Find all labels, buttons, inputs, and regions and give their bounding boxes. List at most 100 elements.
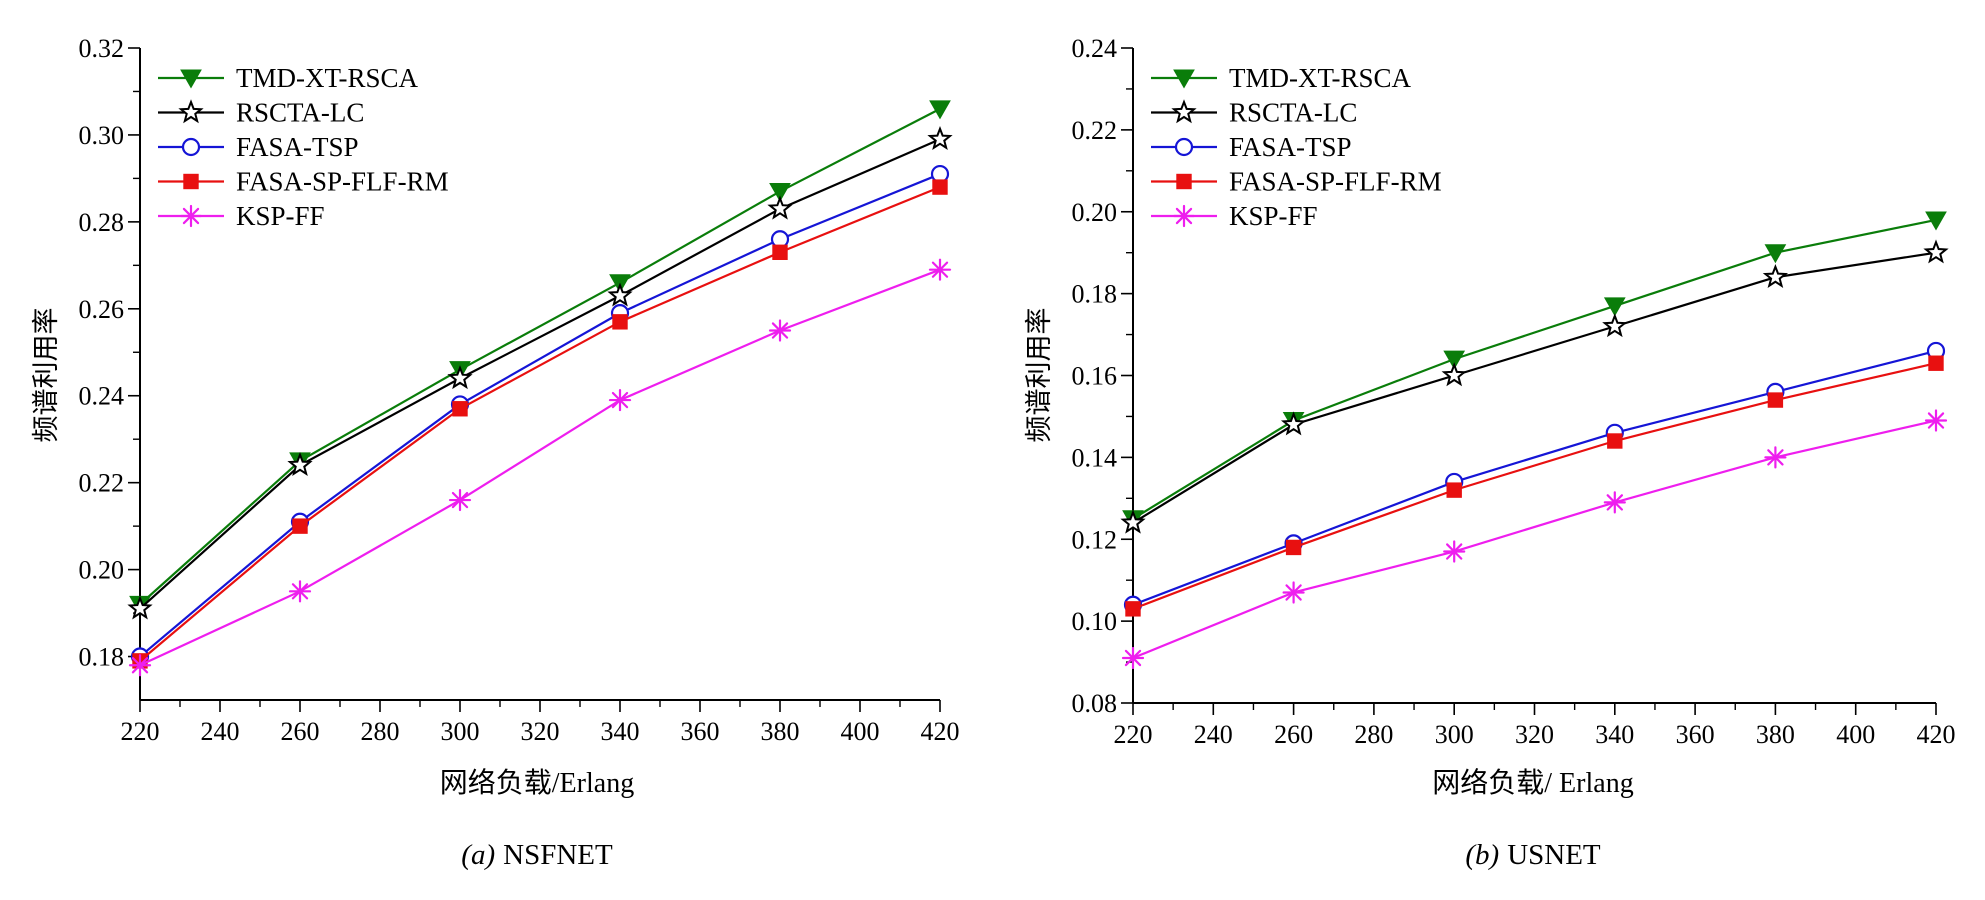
y-tick-label: 0.18 <box>79 643 125 672</box>
chart-panel-usnet: 频谱利用率 网络负载/ Erlang (b) USNET 220 240 260 280… <box>1024 34 1956 871</box>
x-tick-label: 420 <box>921 717 960 746</box>
data-point-ksp-ff-stroke <box>1606 494 1623 511</box>
data-point-ksp-ff <box>928 258 952 281</box>
data-point-fasa-sp-flf-rm <box>932 179 948 195</box>
y-tick-label: 0.12 <box>1072 525 1118 554</box>
data-point-ksp-ff-stroke <box>1767 449 1784 466</box>
data-point-tmd-xt-rsca <box>1603 297 1626 317</box>
panel-caption: (b) USNET <box>1465 839 1601 871</box>
data-point-ksp-ff-stroke <box>1285 584 1302 601</box>
series-line-tmd-xt-rsca <box>1132 218 1937 520</box>
data-point-ksp-ff <box>448 488 472 512</box>
data-point-rscta-lc <box>927 126 953 151</box>
panel-caption-text: NSFNET <box>503 839 613 871</box>
data-point-rscta-lc <box>1762 263 1789 288</box>
data-point-tmd-xt-rsca <box>1925 211 1947 231</box>
y-tick-label: 0.30 <box>79 121 125 150</box>
legend-label-tmd-xt-rsca: TMD-XT-RSCA <box>236 63 419 93</box>
x-tick-label: 400 <box>1836 720 1875 749</box>
data-point-ksp-ff-stroke <box>771 322 789 339</box>
y-tick-label: 0.14 <box>1072 443 1118 472</box>
legend-label-ksp-ff: KSP-FF <box>236 201 325 231</box>
y-axis-title: 频谱利用率 <box>1024 308 1055 443</box>
y-tick-label: 0.28 <box>79 208 125 237</box>
data-point-tmd-xt-rsca <box>769 182 791 202</box>
x-tick-label: 220 <box>121 717 160 746</box>
x-tick-label: 300 <box>441 717 480 746</box>
data-point-rscta-lc <box>607 282 633 307</box>
y-tick-label: 0.10 <box>1072 607 1118 636</box>
data-point-ksp-ff <box>1443 540 1466 563</box>
series-line-fasa-sp-flf-rm <box>1132 362 1937 610</box>
data-point-ksp-ff-stroke <box>1124 649 1142 667</box>
legend-marker-rscta-lc <box>1171 99 1197 124</box>
data-point-rscta-lc <box>447 365 473 390</box>
legend-label-rscta-lc: RSCTA-LC <box>236 98 364 128</box>
series-line-fasa-sp-flf-rm <box>139 186 941 662</box>
y-tick-label: 0.16 <box>1072 362 1118 391</box>
legend-marker-fasa-tsp <box>1174 137 1194 157</box>
legend-marker-rscta-lc <box>178 99 204 124</box>
data-point-fasa-sp-flf-rm <box>1125 601 1141 617</box>
legend-label-rscta-lc: RSCTA-LC <box>1229 98 1357 128</box>
data-point-tmd-xt-rsca <box>1443 350 1466 370</box>
data-point-rscta-lc <box>1602 313 1628 338</box>
data-point-fasa-sp-flf-rm <box>1285 539 1302 556</box>
series-rscta-lc <box>1120 239 1949 534</box>
series-fasa-tsp <box>1123 341 1946 614</box>
x-tick-label: 260 <box>1274 720 1313 749</box>
legend-marker-ksp-ff-stroke <box>182 207 200 225</box>
data-point-rscta-lc <box>287 452 313 477</box>
data-point-rscta-lc <box>1120 509 1146 534</box>
series-line-rscta-lc <box>1132 251 1937 524</box>
legend-marker-fasa-sp-flf-rm <box>1176 173 1192 190</box>
data-point-fasa-sp-flf-rm <box>1767 392 1784 408</box>
legend: TMD-XT-RSCA RSCTA-LC FASA-TSP FASA-SP-FLF-R… <box>1151 63 1442 231</box>
y-tick-label: 0.08 <box>1072 689 1118 718</box>
data-point-ksp-ff-stroke <box>611 391 629 409</box>
legend-marker-tmd-xt-rsca <box>1173 69 1195 89</box>
data-point-ksp-ff <box>1282 581 1305 604</box>
series-line-rscta-lc <box>139 138 941 610</box>
legend-marker-tmd-xt-rsca <box>180 69 202 89</box>
series-line-fasa-tsp <box>139 173 941 658</box>
panel-caption-text: USNET <box>1507 839 1601 871</box>
series-line-tmd-xt-rsca <box>139 107 941 606</box>
data-point-ksp-ff-stroke <box>1446 543 1463 560</box>
data-point-ksp-ff-stroke <box>291 583 309 600</box>
data-point-tmd-xt-rsca <box>1764 244 1787 264</box>
x-tick-label: 280 <box>1354 720 1393 749</box>
x-tick-label: 240 <box>201 717 240 746</box>
y-tick-label: 0.20 <box>79 556 125 585</box>
legend-label-fasa-tsp: FASA-TSP <box>1229 132 1352 162</box>
legend-marker-ksp-ff <box>179 204 203 228</box>
data-point-fasa-sp-flf-rm <box>292 518 308 534</box>
data-point-ksp-ff <box>1121 646 1145 670</box>
x-axis-title: 网络负载/ Erlang <box>1432 767 1633 799</box>
legend-label-fasa-sp-flf-rm: FASA-SP-FLF-RM <box>1229 167 1442 197</box>
data-point-rscta-lc <box>127 595 153 620</box>
data-point-rscta-lc <box>1280 411 1307 436</box>
legend-marker-ksp-ff <box>1172 204 1196 228</box>
series-rscta-lc <box>127 126 953 620</box>
x-tick-label: 400 <box>841 717 880 746</box>
series-fasa-sp-flf-rm <box>132 179 948 669</box>
data-point-ksp-ff <box>288 580 312 603</box>
series-ksp-ff <box>1121 409 1948 670</box>
x-tick-label: 380 <box>761 717 800 746</box>
data-point-ksp-ff <box>1924 409 1948 432</box>
x-tick-label: 320 <box>1515 720 1554 749</box>
series-fasa-tsp <box>130 164 950 666</box>
data-point-tmd-xt-rsca <box>929 100 951 120</box>
panel-caption-label: (b) <box>1465 839 1499 871</box>
legend-label-ksp-ff: KSP-FF <box>1229 201 1318 231</box>
data-point-ksp-ff-stroke <box>931 261 949 278</box>
x-tick-label: 360 <box>681 717 720 746</box>
legend-label-fasa-tsp: FASA-TSP <box>236 132 359 162</box>
x-tick-label: 280 <box>361 717 400 746</box>
x-tick-label: 260 <box>281 717 320 746</box>
data-point-ksp-ff <box>128 654 152 677</box>
series-line-ksp-ff <box>139 268 941 667</box>
legend-label-tmd-xt-rsca: TMD-XT-RSCA <box>1229 63 1412 93</box>
